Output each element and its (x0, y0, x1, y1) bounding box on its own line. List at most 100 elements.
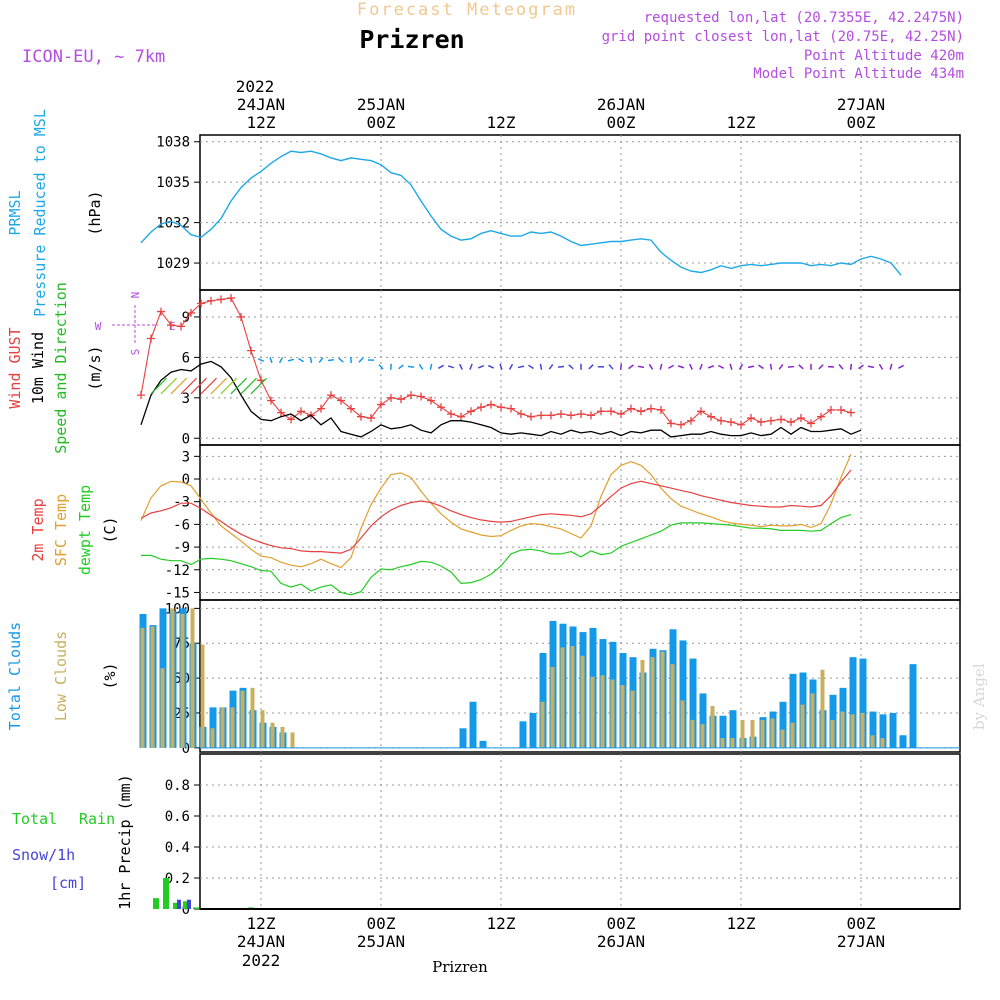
gust-marker (767, 416, 775, 425)
low-cloud-bar (710, 705, 715, 748)
low-cloud-bar (870, 735, 875, 748)
temperature-ytick-label: -6 (173, 517, 190, 533)
wind-dir-tick (278, 357, 284, 364)
low-clouds-title: Low Clouds (52, 631, 70, 721)
low-cloud-bar (260, 710, 265, 748)
low-cloud-bar (220, 707, 225, 748)
top-axis-hour: 12Z (247, 113, 276, 132)
low-cloud-bar (170, 608, 175, 748)
wind-ytick-label: 0 (182, 431, 190, 447)
gust-marker (647, 404, 655, 413)
gust-marker (467, 407, 475, 416)
total-cloud-bar (679, 640, 687, 748)
bottom-axis-hour: 12Z (487, 914, 516, 933)
wind-dir-arrow (250, 377, 267, 395)
wind-dir-tick (438, 364, 444, 369)
wind-dir-tick (469, 363, 473, 370)
low-cloud-bar (740, 719, 745, 748)
top-axis-date: 24JAN (237, 95, 285, 114)
gust-marker (177, 322, 185, 331)
wind-dir-tick (758, 364, 764, 370)
bottom-axis-date: 24JAN (237, 932, 285, 951)
temperature-ytick-label: -9 (173, 540, 190, 556)
bottom-location: Prizren (432, 958, 488, 976)
pressure-ytick-label: 1038 (156, 135, 190, 151)
wind-dir-tick (637, 365, 645, 369)
wind-dir-tick (447, 365, 455, 369)
low-cloud-bar (790, 722, 795, 748)
low-cloud-bar (730, 738, 735, 748)
precip-ytick-label: 0.2 (165, 871, 190, 887)
gust-marker (727, 418, 735, 427)
compass-n: N (129, 292, 142, 299)
pressure-ytick-label: 1032 (156, 216, 190, 232)
gust-marker (227, 294, 235, 303)
total-cloud-bar (479, 740, 487, 748)
gust-marker (557, 410, 565, 418)
total-cloud-bar (729, 710, 737, 748)
low-cloud-bar (140, 627, 145, 748)
gust-marker (297, 407, 305, 416)
low-cloud-bar (700, 724, 705, 748)
top-axis-hour: 12Z (727, 113, 756, 132)
top-axis-date: 25JAN (357, 95, 405, 114)
gust-marker (487, 400, 495, 409)
wind-dir-tick (769, 363, 773, 370)
top-axis-year: 2022 (236, 77, 275, 96)
low-cloud-bar (760, 719, 765, 748)
gust-marker (167, 321, 175, 330)
wind-dir-tick (257, 358, 265, 362)
gust-marker (247, 346, 255, 355)
wind-dir-tick (677, 365, 685, 369)
wind-dir-tick (867, 365, 875, 369)
wind-dir-tick (568, 364, 574, 370)
wind-dir-tick (668, 364, 674, 369)
compass-s: S (129, 349, 142, 356)
total-cloud-bar (879, 714, 887, 748)
precip-ytick-label: 0.4 (165, 840, 190, 856)
gust-marker (617, 410, 625, 418)
low-cloud-bar (820, 669, 825, 748)
bottom-axis-hour: 00Z (847, 914, 876, 933)
wind-dir-arrow (190, 377, 207, 395)
total-cloud-bar (859, 658, 867, 748)
total-cloud-bar (689, 658, 697, 748)
low-cloud-bar (750, 719, 755, 748)
gust-marker (427, 396, 435, 405)
wind-dir-tick (539, 363, 543, 370)
clouds-panel-frame (199, 599, 961, 753)
wind-dir-tick (477, 365, 485, 369)
gust-marker (187, 308, 195, 317)
gust-marker (137, 391, 145, 400)
gust-marker (847, 408, 855, 417)
gust-marker (417, 392, 425, 401)
gust-marker (827, 405, 835, 414)
gust-marker (527, 412, 535, 421)
wind-dir-tick (358, 357, 364, 363)
pressure-title-2: Pressure Reduced to MSL (31, 109, 49, 317)
low-cloud-bar (200, 644, 205, 748)
wind-ytick-label: 3 (182, 391, 190, 407)
model-label: ICON-EU, ~ 7km (22, 47, 165, 67)
gust-marker (637, 407, 645, 416)
gust-marker (747, 414, 755, 423)
low-cloud-bar (570, 646, 575, 748)
precip-ytick-label: 0.8 (165, 778, 190, 794)
wind-dir-tick (747, 365, 755, 369)
gust-marker (437, 403, 445, 412)
info-line-4: Model Point Altitude 434m (753, 66, 964, 82)
wind-dir-tick (689, 363, 693, 370)
snow-bar (187, 899, 191, 909)
low-cloud-bar (560, 647, 565, 748)
precip-title: 1hr Precip (mm) (116, 774, 134, 909)
gust-marker (547, 411, 555, 420)
low-cloud-bar (540, 701, 545, 748)
gust-marker (357, 412, 365, 421)
pressure-panel-frame (199, 134, 961, 291)
low-cloud-bar (670, 664, 675, 748)
wind-unit: (m/s) (86, 345, 104, 390)
gust-marker (147, 334, 155, 343)
wind-dir-tick (717, 364, 725, 369)
gust-marker (347, 404, 355, 413)
dewpt-line (141, 514, 852, 596)
